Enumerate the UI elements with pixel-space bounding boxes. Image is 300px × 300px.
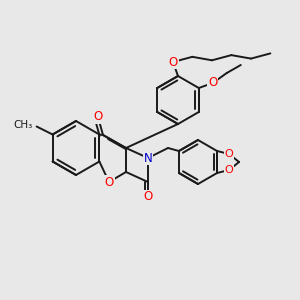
Text: O: O bbox=[93, 110, 103, 124]
Text: O: O bbox=[225, 165, 233, 175]
Text: O: O bbox=[104, 176, 114, 188]
Text: O: O bbox=[168, 56, 178, 68]
Text: O: O bbox=[225, 149, 233, 159]
Text: N: N bbox=[144, 152, 152, 164]
Text: CH₃: CH₃ bbox=[14, 119, 33, 130]
Text: O: O bbox=[143, 190, 153, 203]
Text: O: O bbox=[208, 76, 218, 89]
